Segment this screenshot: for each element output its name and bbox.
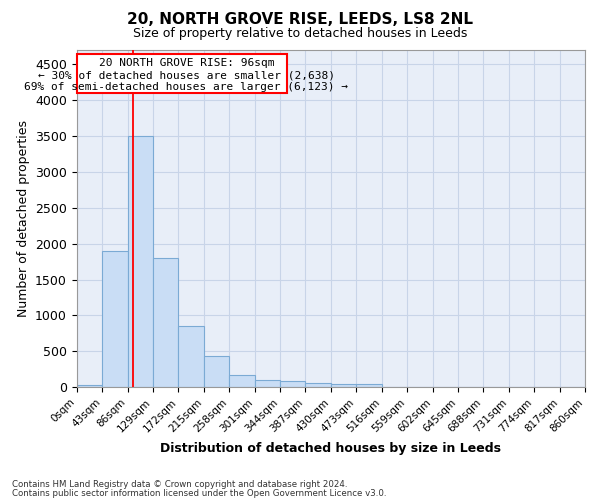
Text: 20 NORTH GROVE RISE: 96sqm: 20 NORTH GROVE RISE: 96sqm — [98, 58, 274, 68]
Bar — [280, 382, 305, 387]
Bar — [153, 258, 178, 387]
Text: ← 30% of detached houses are smaller (2,638): ← 30% of detached houses are smaller (2,… — [38, 70, 335, 80]
Bar — [102, 251, 128, 387]
Bar — [254, 380, 280, 387]
Bar — [204, 356, 229, 387]
Y-axis label: Number of detached properties: Number of detached properties — [17, 120, 29, 317]
Bar — [356, 384, 382, 387]
Text: Contains public sector information licensed under the Open Government Licence v3: Contains public sector information licen… — [12, 488, 386, 498]
Bar — [305, 383, 331, 387]
Bar — [178, 326, 204, 387]
Text: Contains HM Land Registry data © Crown copyright and database right 2024.: Contains HM Land Registry data © Crown c… — [12, 480, 347, 489]
Bar — [229, 375, 254, 387]
X-axis label: Distribution of detached houses by size in Leeds: Distribution of detached houses by size … — [160, 442, 502, 455]
Bar — [77, 386, 102, 387]
Text: Size of property relative to detached houses in Leeds: Size of property relative to detached ho… — [133, 28, 467, 40]
Bar — [331, 384, 356, 387]
Bar — [128, 136, 153, 387]
FancyBboxPatch shape — [77, 54, 287, 93]
Text: 69% of semi-detached houses are larger (6,123) →: 69% of semi-detached houses are larger (… — [25, 82, 349, 92]
Text: 20, NORTH GROVE RISE, LEEDS, LS8 2NL: 20, NORTH GROVE RISE, LEEDS, LS8 2NL — [127, 12, 473, 28]
